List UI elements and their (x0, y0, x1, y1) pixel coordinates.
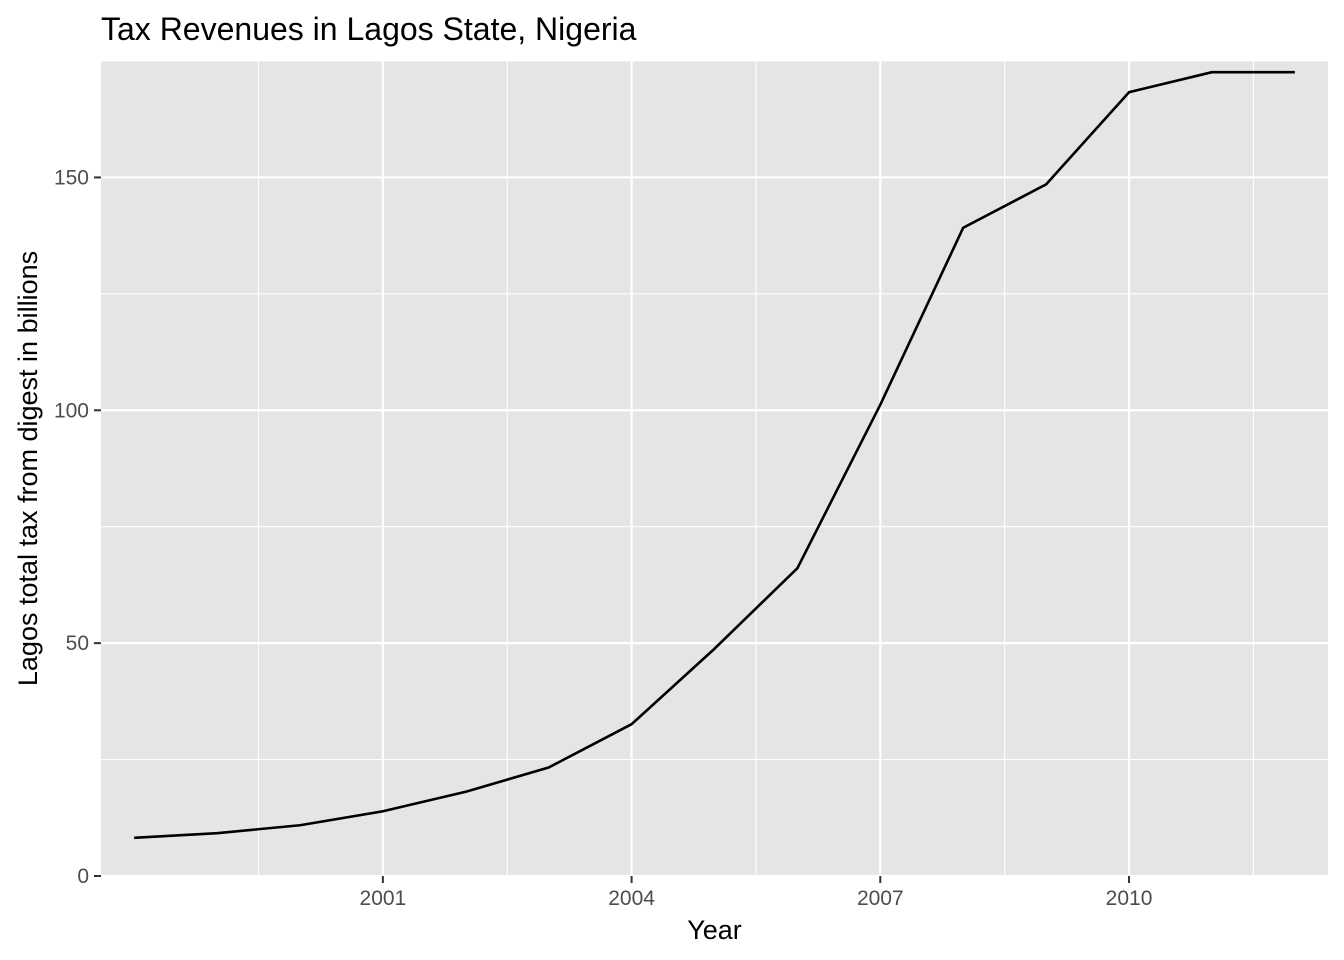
plot-panel (101, 61, 1328, 876)
y-tick-label: 100 (54, 399, 89, 422)
minor-gridlines (101, 60, 1328, 876)
series-line (134, 70, 1295, 840)
y-tick-label: 50 (66, 632, 89, 655)
x-tick-label: 2010 (1106, 887, 1153, 910)
x-axis-title: Year (687, 915, 742, 945)
x-axis: 2001 2004 2007 2010 (360, 876, 1153, 910)
major-gridlines (101, 61, 1328, 878)
y-axis: 0 50 100 150 (54, 166, 101, 888)
y-tick-label: 0 (77, 865, 89, 888)
x-tick-label: 2007 (857, 887, 904, 910)
x-tick-label: 2004 (608, 887, 655, 910)
y-tick-label: 150 (54, 166, 89, 189)
y-axis-title: Lagos total tax from digest in billions (13, 251, 43, 686)
x-tick-label: 2001 (360, 887, 407, 910)
chart-title: Tax Revenues in Lagos State, Nigeria (101, 11, 637, 47)
